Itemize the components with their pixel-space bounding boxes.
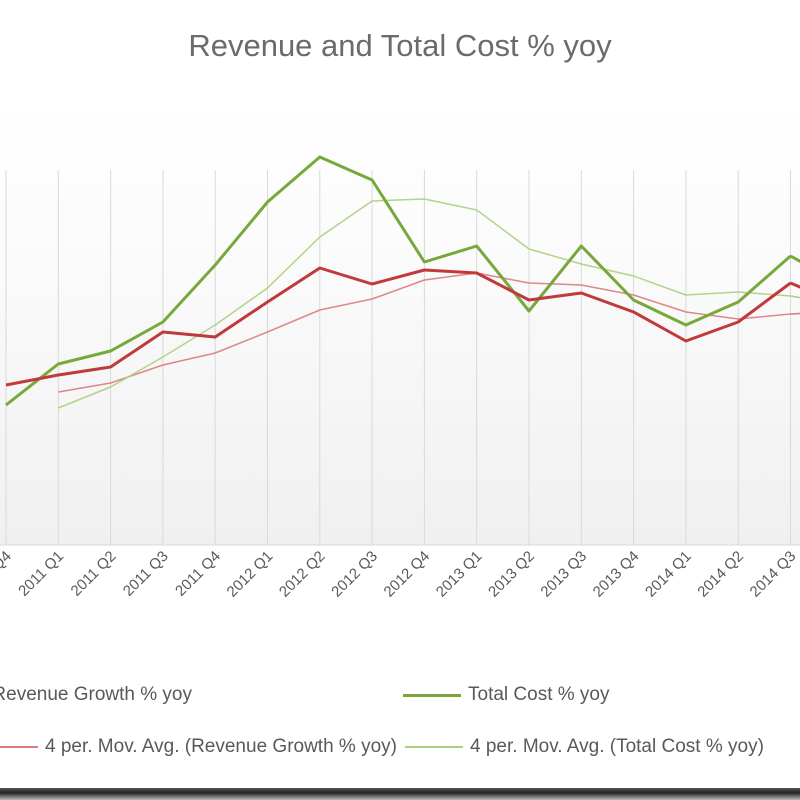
series-line-continuation xyxy=(789,254,800,263)
x-tick-label: 2014 Q2 xyxy=(694,548,747,601)
x-tick-label: 2010 Q4 xyxy=(0,548,15,601)
series-line-continuation xyxy=(790,295,800,299)
chart-title: Revenue and Total Cost % yoy xyxy=(188,28,612,63)
legend-item-total-cost: Total Cost % yoy xyxy=(403,684,610,706)
series-line-0 xyxy=(5,266,792,387)
x-tick-label: 2014 Q1 xyxy=(642,548,695,601)
plot-area xyxy=(0,100,800,545)
x-tick-label: 2012 Q3 xyxy=(328,548,381,601)
legend-line-icon xyxy=(403,693,461,697)
series-line-3 xyxy=(58,198,791,409)
series-line-2 xyxy=(58,272,791,393)
x-tick-label: 2012 Q1 xyxy=(224,548,277,601)
legend-label: Revenue Growth % yoy xyxy=(0,684,192,705)
x-tick-label: 2012 Q4 xyxy=(381,548,434,601)
legend-line-icon xyxy=(405,746,463,748)
series-line-1 xyxy=(5,155,792,407)
legend-item-total-cost-ma: 4 per. Mov. Avg. (Total Cost % yoy) xyxy=(405,736,764,758)
x-tick-label: 2013 Q3 xyxy=(537,548,590,601)
legend-label: Total Cost % yoy xyxy=(468,684,610,705)
legend-line-icon xyxy=(0,746,38,748)
x-tick-label: 2011 Q3 xyxy=(120,548,172,600)
legend-label: 4 per. Mov. Avg. (Total Cost % yoy) xyxy=(470,736,764,757)
x-tick-label: 2014 Q3 xyxy=(747,548,800,601)
x-tick-label: 2011 Q4 xyxy=(172,548,224,600)
x-tick-label: 2011 Q1 xyxy=(15,548,67,600)
window-border xyxy=(0,788,800,800)
x-tick-label: 2011 Q2 xyxy=(68,548,120,600)
x-tick-label: 2013 Q2 xyxy=(485,548,538,601)
legend-item-revenue-ma: 4 per. Mov. Avg. (Revenue Growth % yoy) xyxy=(0,736,397,758)
x-tick-label: 2012 Q2 xyxy=(276,548,329,601)
series-line-continuation xyxy=(789,281,800,289)
series-line-continuation xyxy=(790,312,800,315)
legend-item-revenue: Revenue Growth % yoy xyxy=(0,684,192,706)
x-tick-label: 2013 Q1 xyxy=(433,548,486,601)
legend-label: 4 per. Mov. Avg. (Revenue Growth % yoy) xyxy=(44,736,397,757)
x-tick-label: 2013 Q4 xyxy=(590,548,643,601)
